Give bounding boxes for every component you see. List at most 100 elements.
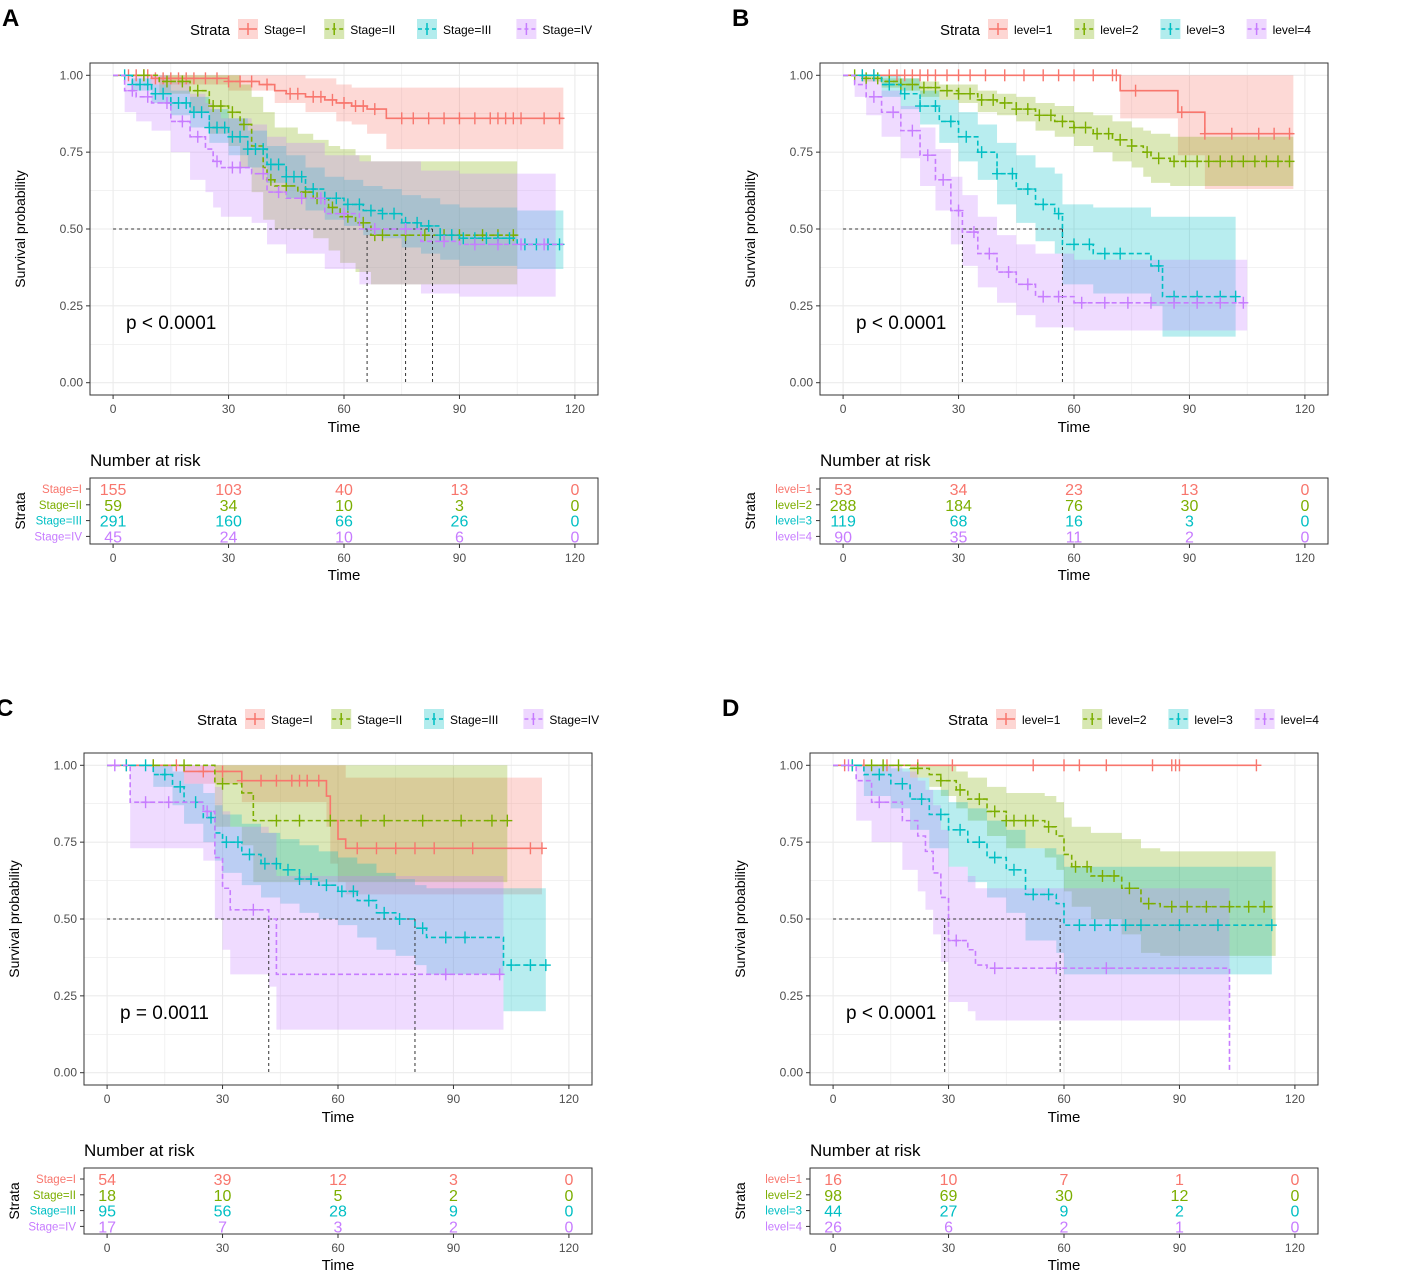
risk-count: 66	[335, 514, 353, 531]
legend-title: Strata	[197, 712, 238, 729]
ci-band-4	[843, 75, 1248, 331]
risk-row-label: Stage=IV	[34, 531, 82, 543]
censor-marks-1	[857, 69, 1295, 140]
risk-table-y-title: Strata	[742, 492, 758, 530]
y-tick-label: 0.75	[780, 835, 804, 849]
legend-key	[238, 19, 258, 39]
risk-count: 3	[334, 1219, 343, 1236]
risk-table-title: Number at risk	[820, 451, 931, 470]
risk-table-y-title: Strata	[6, 1182, 22, 1220]
risk-count: 30	[1181, 498, 1199, 515]
risk-table-y-title: Strata	[12, 492, 28, 530]
risk-count: 40	[335, 482, 353, 499]
x-tick-label: 30	[952, 402, 966, 416]
risk-row-label: Stage=IV	[28, 1221, 76, 1233]
legend-key	[324, 19, 345, 39]
censor-marks-3	[121, 759, 551, 972]
survival-curve-1	[107, 764, 542, 850]
y-tick-label: 0.50	[60, 222, 84, 236]
survival-curve-4	[113, 74, 564, 246]
risk-count: 0	[570, 482, 579, 499]
risk-count: 0	[564, 1188, 573, 1205]
y-tick-label: 0.50	[54, 912, 78, 926]
ci-band-4	[833, 765, 1230, 1021]
risk-x-tick-label: 0	[104, 1241, 111, 1255]
legend: Strata level=1 level=2 level=3 level=4	[940, 19, 1311, 39]
legend-label: level=4	[1273, 23, 1312, 37]
risk-x-tick-label: 120	[559, 1241, 579, 1255]
legend-key	[424, 709, 444, 729]
x-tick-label: 60	[1057, 1092, 1071, 1106]
risk-row-label: Stage=III	[30, 1206, 76, 1218]
risk-x-tick-label: 60	[1057, 1241, 1071, 1255]
legend-key	[1254, 709, 1275, 729]
risk-x-tick-label: 0	[830, 1241, 837, 1255]
x-tick-label: 90	[453, 402, 467, 416]
risk-count: 24	[220, 529, 238, 546]
risk-count: 26	[824, 1219, 842, 1236]
censor-marks-3	[847, 759, 1277, 932]
risk-table-title: Number at risk	[810, 1141, 921, 1160]
x-tick-label: 0	[110, 402, 117, 416]
risk-count: 0	[570, 529, 579, 546]
legend-label: Stage=II	[357, 713, 402, 727]
y-tick-label: 0.00	[780, 1066, 804, 1080]
legend-key	[1246, 19, 1267, 39]
risk-x-tick-label: 90	[1183, 551, 1197, 565]
risk-count: 56	[214, 1204, 232, 1221]
risk-x-tick-label: 30	[952, 551, 966, 565]
risk-row-label: level=1	[765, 1174, 802, 1186]
risk-x-axis-title: Time	[1058, 567, 1091, 584]
risk-table-frame	[809, 1167, 1319, 1235]
legend-title: Strata	[190, 22, 231, 39]
risk-x-tick-label: 90	[447, 1241, 461, 1255]
legend-label: level=2	[1100, 23, 1139, 37]
y-tick-label: 1.00	[54, 758, 78, 772]
risk-table-frame	[819, 477, 1329, 545]
risk-count: 2	[1060, 1219, 1069, 1236]
risk-count: 119	[830, 514, 856, 531]
risk-count: 0	[1290, 1188, 1299, 1205]
panel-letter: A	[2, 5, 19, 32]
risk-x-tick-label: 0	[110, 551, 117, 565]
legend-label: level=1	[1022, 713, 1061, 727]
legend-label: Stage=I	[271, 713, 313, 727]
censor-marks-4	[127, 84, 550, 251]
risk-count: 5	[334, 1188, 343, 1205]
risk-table-frame	[89, 477, 599, 545]
p-value: p = 0.0011	[120, 1003, 209, 1024]
risk-count: 9	[1060, 1204, 1069, 1221]
survival-curve-4	[833, 764, 1231, 1073]
y-tick-label: 0.25	[60, 299, 84, 313]
risk-count: 18	[98, 1188, 116, 1205]
risk-table: Number at risk level=1 53 34 23 13 0 level=2 288…	[742, 451, 1329, 584]
legend-label: level=3	[1194, 713, 1233, 727]
y-tick-label: 0.50	[790, 222, 814, 236]
ci-band-2	[833, 765, 1276, 956]
risk-count: 26	[451, 514, 469, 531]
risk-x-tick-label: 120	[565, 551, 585, 565]
risk-x-axis-title: Time	[1048, 1257, 1081, 1270]
x-axis-title: Time	[1058, 419, 1091, 436]
risk-count: 3	[449, 1172, 458, 1189]
censor-marks-3	[857, 69, 1241, 303]
risk-count: 2	[1185, 529, 1194, 546]
ci-band-2	[107, 765, 508, 883]
risk-x-tick-label: 60	[331, 1241, 345, 1255]
risk-x-tick-label: 90	[453, 551, 467, 565]
panel-b: B Strata level=1 level=2 level=3 level=40 30 60…	[732, 5, 1329, 584]
ci-band-3	[833, 765, 1272, 975]
censor-marks-4	[843, 759, 1112, 975]
risk-x-tick-label: 0	[840, 551, 847, 565]
risk-x-tick-label: 90	[1173, 1241, 1187, 1255]
y-axis-title: Survival probability	[742, 170, 758, 288]
x-tick-label: 120	[559, 1092, 579, 1106]
risk-table-frame	[83, 1167, 593, 1235]
risk-x-tick-label: 60	[337, 551, 351, 565]
x-tick-label: 90	[1183, 402, 1197, 416]
risk-row-label: level=4	[765, 1221, 802, 1233]
x-tick-label: 30	[216, 1092, 230, 1106]
x-axis-title: Time	[328, 419, 361, 436]
y-tick-label: 0.50	[780, 912, 804, 926]
